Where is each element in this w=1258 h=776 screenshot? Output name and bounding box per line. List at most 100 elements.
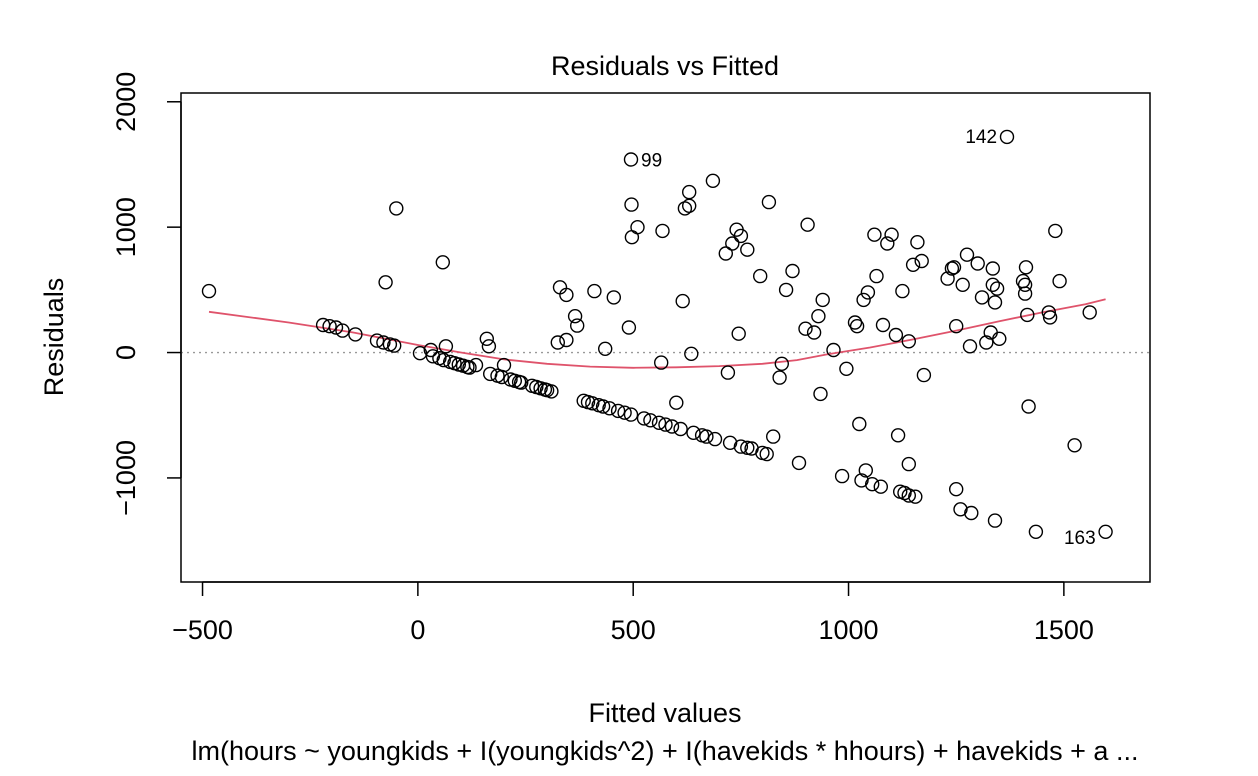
data-point — [479, 331, 494, 346]
data-point — [655, 223, 670, 239]
data-point — [873, 479, 888, 494]
data-point — [496, 357, 512, 373]
data-point — [1021, 399, 1036, 414]
data-point — [970, 256, 985, 271]
data-point — [867, 227, 882, 242]
data-point — [901, 334, 916, 349]
smooth-trend-line — [208, 298, 1106, 369]
data-point — [959, 247, 975, 262]
data-point — [624, 197, 639, 212]
x-tick-label: 1500 — [1034, 615, 1094, 645]
y-axis-label: Residuals — [39, 278, 69, 397]
data-point — [910, 234, 925, 250]
data-point — [875, 317, 891, 333]
outlier-label: 142 — [965, 127, 997, 148]
data-point — [624, 229, 640, 245]
data-point — [985, 277, 1000, 292]
data-point — [884, 227, 899, 242]
data-point — [953, 502, 968, 517]
data-point — [722, 435, 738, 450]
data-point — [1098, 524, 1113, 539]
data-point — [989, 281, 1005, 296]
data-point — [481, 339, 497, 354]
data-point — [669, 395, 684, 410]
data-point — [682, 184, 697, 200]
data-point — [740, 242, 755, 257]
data-point — [908, 489, 923, 504]
data-point — [1052, 273, 1067, 289]
data-point — [559, 332, 574, 348]
outlier-label: 99 — [641, 150, 662, 171]
data-point — [718, 246, 733, 261]
data-point — [705, 173, 721, 189]
data-point — [979, 335, 994, 350]
data-point — [462, 360, 477, 375]
data-point — [438, 339, 454, 354]
data-point — [570, 318, 585, 333]
chart-title: Residuals vs Fitted — [551, 51, 779, 81]
data-point — [858, 463, 873, 478]
data-point — [992, 331, 1007, 346]
data-point — [707, 431, 723, 447]
data-point — [914, 253, 929, 269]
data-point — [335, 323, 350, 338]
data-point — [621, 320, 637, 335]
data-point — [1017, 277, 1033, 292]
data-point — [733, 439, 749, 454]
data-point — [860, 285, 876, 300]
data-point — [1018, 260, 1034, 275]
data-point — [423, 342, 438, 358]
data-point — [901, 488, 916, 503]
data-point — [759, 446, 774, 462]
points-group — [201, 129, 1113, 539]
data-point — [869, 268, 884, 284]
data-point — [559, 287, 574, 303]
data-point — [699, 429, 714, 444]
data-point — [673, 421, 688, 437]
data-point — [1041, 305, 1057, 320]
point-labels-group: 99 142 163 — [641, 127, 1096, 549]
data-point — [664, 419, 680, 434]
data-point — [847, 315, 863, 330]
y-axis: −1000 0 1000 2000 — [111, 72, 182, 516]
y-tick-label: −1000 — [111, 440, 141, 516]
data-point — [598, 341, 613, 356]
smooth-line-group — [208, 298, 1106, 369]
data-point — [1067, 438, 1082, 453]
data-point — [895, 283, 910, 299]
data-point — [617, 405, 632, 420]
data-point — [1042, 310, 1058, 325]
data-point — [651, 415, 667, 430]
model-caption: lm(hours ~ youngkids + I(youngkids^2) + … — [192, 736, 1139, 766]
outlier-label: 163 — [1064, 528, 1096, 549]
data-point — [1020, 307, 1035, 323]
data-point — [1028, 524, 1044, 539]
data-point — [658, 417, 673, 432]
data-point — [654, 355, 669, 370]
data-point — [766, 429, 781, 444]
data-point — [880, 236, 895, 251]
data-point — [785, 263, 800, 279]
data-point — [322, 319, 337, 334]
data-point — [602, 401, 617, 416]
data-point — [826, 342, 841, 358]
data-point — [328, 320, 344, 335]
data-point — [772, 370, 787, 385]
y-tick-label: 1000 — [111, 197, 141, 257]
data-point — [800, 217, 815, 232]
data-point — [901, 456, 916, 472]
data-point — [815, 292, 830, 308]
data-point — [946, 260, 962, 275]
data-point — [888, 327, 904, 343]
data-point — [852, 416, 867, 432]
data-point — [916, 367, 932, 383]
data-point — [201, 283, 217, 299]
data-point — [378, 275, 393, 290]
data-point — [720, 365, 736, 380]
data-point — [376, 335, 391, 350]
y-tick-label: 2000 — [111, 72, 141, 132]
data-point — [740, 440, 755, 455]
data-point — [949, 482, 964, 497]
x-tick-label: 0 — [410, 615, 425, 645]
